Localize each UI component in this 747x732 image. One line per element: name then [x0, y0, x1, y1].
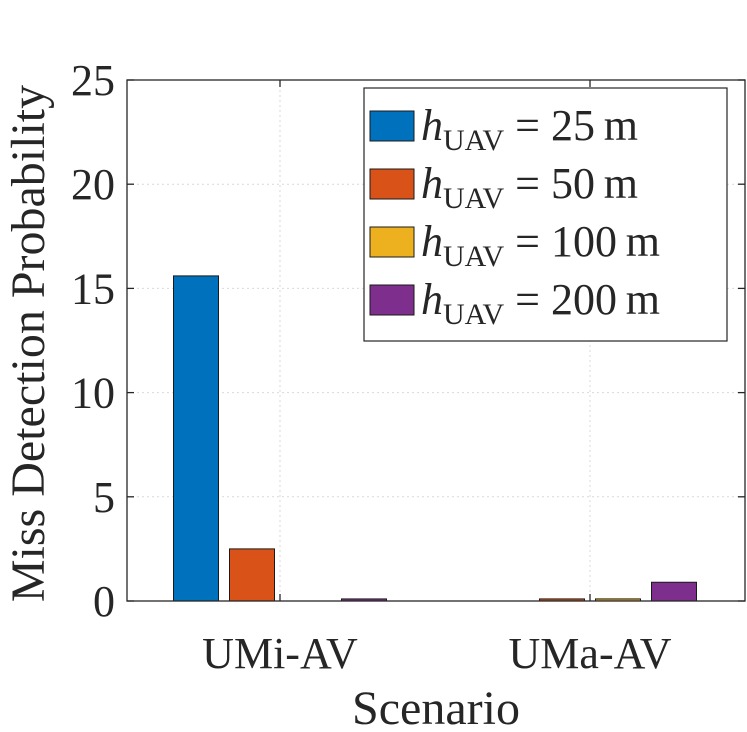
y-tick-label: 15: [71, 264, 115, 313]
legend-symbol: h: [421, 275, 443, 324]
legend-value: = 100 m: [504, 217, 660, 266]
legend-value: = 200 m: [504, 275, 660, 324]
legend-swatch: [369, 110, 415, 142]
legend-subscript: UAV: [443, 240, 504, 273]
legend-swatch: [369, 226, 415, 258]
x-tick-label: UMa-AV: [509, 629, 672, 678]
y-tick-label: 20: [71, 160, 115, 209]
legend-subscript: UAV: [443, 298, 504, 331]
legend-symbol: h: [421, 159, 443, 208]
legend-entry: hUAV = 50 m: [421, 159, 638, 215]
legend-subscript: UAV: [443, 124, 504, 157]
legend-entry: hUAV = 25 m: [421, 101, 638, 157]
x-tick-label: UMi-AV: [202, 629, 358, 678]
legend-entry: hUAV = 200 m: [421, 275, 660, 331]
y-tick-label: 0: [93, 577, 115, 626]
bar: [651, 581, 697, 602]
legend-subscript: UAV: [443, 182, 504, 215]
legend-entry: hUAV = 100 m: [421, 217, 660, 273]
legend-swatch: [369, 168, 415, 200]
x-axis-label: Scenario: [352, 682, 520, 732]
tick-labels: 0 5 10 15 20 25 UMi-AV UMa-AV: [71, 56, 672, 678]
bar: [173, 275, 219, 602]
legend-value: = 50 m: [504, 159, 638, 208]
legend-box: [363, 87, 728, 342]
bar: [229, 548, 275, 602]
plot-area-frame: [126, 79, 746, 602]
legend-symbol: h: [421, 101, 443, 150]
y-tick-label: 10: [71, 369, 115, 418]
y-axis-label: Miss Detection Probability: [2, 85, 55, 602]
y-tick-label: 5: [93, 473, 115, 522]
legend-value: = 25 m: [504, 101, 638, 150]
legend-symbol: h: [421, 217, 443, 266]
y-tick-label: 25: [71, 56, 115, 105]
legend-swatch: [369, 284, 415, 316]
axis-ticks: [127, 79, 745, 602]
